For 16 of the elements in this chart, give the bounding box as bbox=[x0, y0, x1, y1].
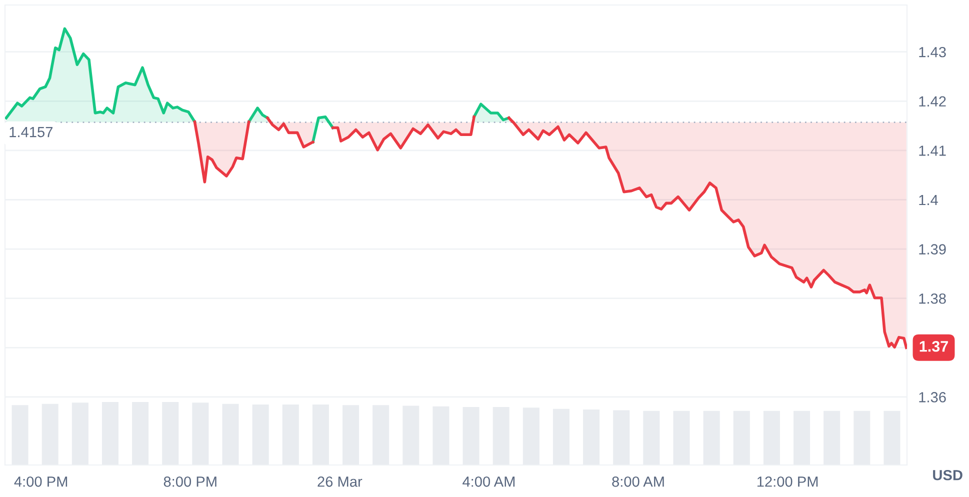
y-tick-label: 1.36 bbox=[919, 392, 946, 402]
annotation: 1.37 bbox=[920, 340, 948, 352]
y-tick-label: 1.43 bbox=[919, 46, 946, 58]
y-axis-title: USD bbox=[933, 470, 962, 480]
x-tick-label: 8:00 PM bbox=[164, 476, 216, 487]
x-tick-label: 4:00 AM bbox=[462, 476, 515, 487]
y-tick-label: 1.42 bbox=[919, 96, 946, 106]
y-tick-label: 1.39 bbox=[919, 244, 946, 254]
ref-line-label: 1.4157 bbox=[10, 127, 52, 138]
x-tick-label: 12:00 PM bbox=[757, 476, 818, 487]
x-tick-label: 8:00 AM bbox=[612, 476, 664, 487]
y-tick-label: 1.4 bbox=[919, 195, 938, 206]
y-tick-label: 1.38 bbox=[919, 293, 946, 304]
x-tick-label: 26 Mar bbox=[318, 476, 362, 487]
x-tick-label: 4:00 PM bbox=[14, 476, 68, 487]
y-tick-label: 1.41 bbox=[919, 146, 946, 156]
